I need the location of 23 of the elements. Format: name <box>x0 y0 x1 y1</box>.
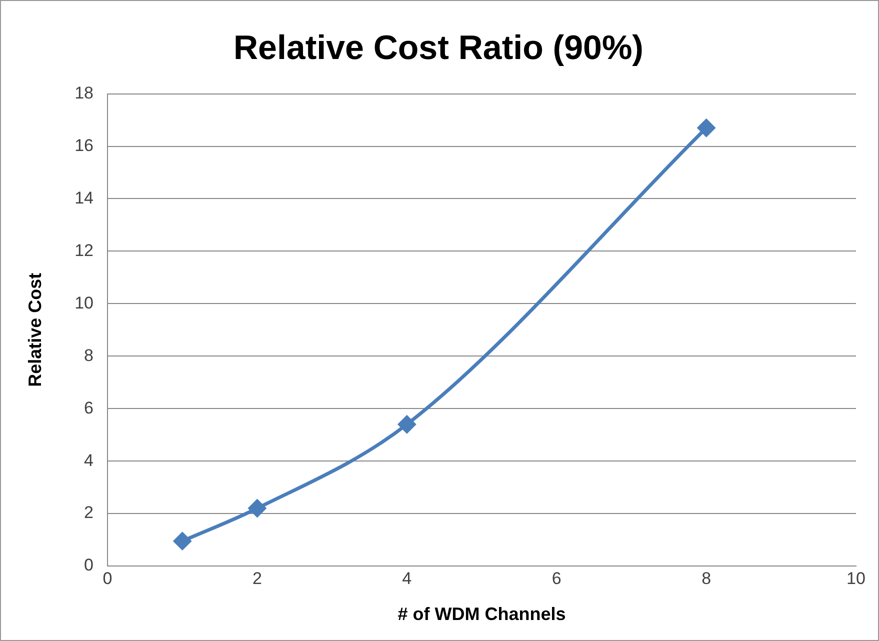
x-tick-label: 10 <box>846 568 866 588</box>
x-tick-label: 8 <box>702 568 712 588</box>
y-tick-label: 10 <box>74 293 94 312</box>
y-tick-label: 6 <box>84 398 94 418</box>
x-axis-title: # of WDM Channels <box>398 604 566 624</box>
x-tick-label: 4 <box>402 568 412 588</box>
x-tick-label: 0 <box>102 568 112 588</box>
point <box>398 416 416 434</box>
y-tick-label: 18 <box>74 83 94 102</box>
x-tick-label: 6 <box>552 568 562 588</box>
y-tick-label: 14 <box>74 188 94 208</box>
chart-title: Relative Cost Ratio (90%) <box>234 28 644 67</box>
y-tick-label: 2 <box>84 503 94 522</box>
y-tick-label: 4 <box>84 450 94 470</box>
y-tick-label: 12 <box>74 240 94 260</box>
y-tick-label: 0 <box>84 556 94 575</box>
point <box>248 500 266 518</box>
y-tick-label: 8 <box>84 346 94 365</box>
point <box>698 119 716 137</box>
y-tick-label: 16 <box>74 136 94 155</box>
point <box>174 532 192 550</box>
y-axis-title: Relative Cost <box>24 272 45 387</box>
x-tick-label: 2 <box>252 568 262 588</box>
